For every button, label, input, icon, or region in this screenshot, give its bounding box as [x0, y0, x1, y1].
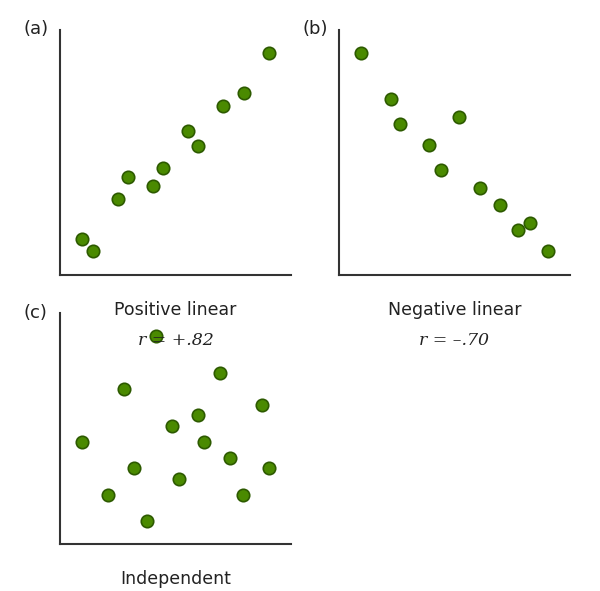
- Point: [395, 119, 404, 129]
- Point: [226, 453, 235, 462]
- Text: r = –.70: r = –.70: [419, 332, 490, 349]
- Point: [543, 246, 553, 256]
- Point: [151, 331, 161, 340]
- Point: [77, 234, 87, 243]
- Point: [158, 163, 168, 173]
- Point: [264, 48, 274, 58]
- Point: [119, 384, 129, 394]
- Point: [193, 411, 203, 420]
- Point: [103, 490, 113, 499]
- Point: [123, 172, 133, 181]
- Point: [200, 437, 209, 446]
- Text: (c): (c): [23, 304, 47, 322]
- Text: Positive linear: Positive linear: [115, 301, 236, 319]
- Point: [183, 126, 193, 135]
- Point: [239, 89, 249, 98]
- Point: [264, 463, 274, 473]
- Text: r = +.82: r = +.82: [137, 332, 214, 349]
- Point: [113, 194, 122, 203]
- Point: [454, 112, 464, 122]
- Point: [525, 218, 535, 228]
- Point: [174, 474, 184, 483]
- Point: [194, 141, 203, 151]
- Point: [129, 463, 139, 473]
- Point: [436, 165, 446, 174]
- Point: [238, 490, 248, 499]
- Text: Independent: Independent: [120, 570, 231, 588]
- Point: [513, 225, 523, 235]
- Point: [218, 101, 228, 111]
- Text: Negative linear: Negative linear: [388, 301, 521, 319]
- Point: [215, 368, 225, 378]
- Point: [77, 437, 87, 446]
- Point: [386, 95, 396, 104]
- Point: [475, 183, 484, 192]
- Point: [257, 400, 267, 410]
- Point: [167, 421, 177, 431]
- Point: [425, 141, 434, 150]
- Point: [496, 200, 505, 210]
- Point: [148, 181, 157, 191]
- Point: [142, 517, 151, 526]
- Text: (a): (a): [23, 20, 48, 38]
- Point: [356, 48, 366, 58]
- Point: [88, 246, 98, 256]
- Text: (b): (b): [302, 20, 328, 38]
